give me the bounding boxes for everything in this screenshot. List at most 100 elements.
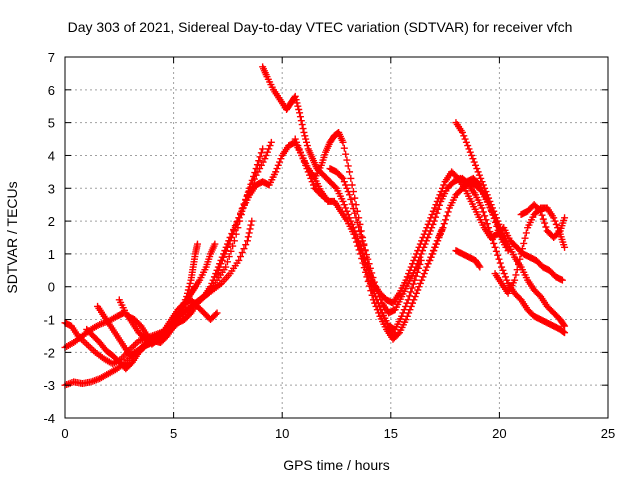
data-point [209, 276, 217, 284]
data-point [242, 241, 250, 249]
data-point [364, 266, 372, 274]
data-point [296, 148, 304, 156]
data-point [458, 128, 466, 136]
data-point [470, 158, 478, 166]
data-point [344, 188, 352, 196]
data-point [357, 232, 365, 240]
data-point [360, 254, 368, 262]
data-point [262, 151, 270, 159]
data-point [539, 215, 547, 223]
data-point [353, 218, 361, 226]
data-point [339, 138, 347, 146]
data-point [520, 239, 528, 247]
data-point [403, 299, 411, 307]
data-point [464, 142, 472, 150]
data-point [339, 174, 347, 182]
data-point [483, 220, 491, 228]
data-point [339, 197, 347, 205]
data-point [402, 276, 410, 284]
data-point [420, 270, 428, 278]
data-point [491, 243, 499, 251]
data-point [425, 217, 433, 225]
data-point [418, 237, 426, 245]
data-point [492, 214, 500, 222]
data-point [303, 142, 311, 150]
data-point [485, 194, 493, 202]
data-point [402, 302, 410, 310]
data-point [434, 237, 442, 245]
data-point [346, 191, 354, 199]
data-point [460, 132, 468, 140]
data-point [302, 135, 310, 143]
data-point [185, 283, 193, 291]
data-point [438, 227, 446, 235]
series-arc-17 [458, 174, 569, 337]
data-point [407, 263, 415, 271]
y-tick-label: 4 [48, 148, 55, 163]
data-point [521, 234, 529, 242]
data-point [303, 138, 311, 146]
data-point [343, 184, 351, 192]
data-point [517, 250, 525, 258]
data-point [466, 148, 474, 156]
data-point [348, 200, 356, 208]
data-point [442, 216, 450, 224]
data-point [436, 191, 444, 199]
data-point [175, 310, 183, 318]
data-point [535, 206, 543, 214]
series-arc-4 [83, 138, 275, 373]
data-point [207, 283, 215, 291]
data-point [229, 242, 237, 250]
data-point [552, 220, 560, 228]
data-point [81, 339, 89, 347]
data-point [422, 266, 430, 274]
data-point [483, 191, 491, 199]
data-point [400, 306, 408, 314]
y-tick-label: -1 [43, 313, 55, 328]
data-point [512, 271, 520, 279]
data-point [352, 214, 360, 222]
data-point [340, 144, 348, 152]
data-point [235, 214, 243, 222]
data-point [420, 230, 428, 238]
x-tick-label: 5 [170, 426, 177, 441]
data-point [542, 223, 550, 231]
data-point [487, 201, 495, 209]
data-point [256, 153, 264, 161]
data-point [220, 253, 228, 261]
y-tick-label: 3 [48, 181, 55, 196]
x-tick-label: 20 [492, 426, 506, 441]
data-point [263, 148, 271, 156]
data-point [340, 178, 348, 186]
data-point [406, 266, 414, 274]
data-point [432, 201, 440, 209]
data-point [541, 219, 549, 227]
data-point [488, 204, 496, 212]
data-point [434, 205, 442, 213]
data-point [233, 220, 241, 228]
data-point [503, 276, 511, 284]
series-arc-18 [452, 247, 484, 271]
data-point [522, 229, 530, 237]
data-point [479, 208, 487, 216]
data-point [227, 234, 235, 241]
data-point [429, 250, 437, 258]
data-point [478, 204, 486, 212]
data-point [438, 184, 446, 192]
data-point [430, 247, 438, 255]
data-point [248, 217, 256, 225]
series-arc-16 [452, 119, 569, 330]
data-point [367, 273, 375, 281]
y-tick-label: 1 [48, 247, 55, 262]
data-point [416, 279, 424, 287]
data-point [500, 270, 508, 278]
data-point [416, 240, 424, 248]
data-point [429, 207, 437, 215]
series-arc-20 [517, 201, 569, 241]
data-point [298, 121, 306, 129]
data-point [424, 220, 432, 228]
data-point [550, 214, 558, 222]
data-point [498, 263, 506, 271]
series-arc-6 [115, 296, 221, 348]
data-point [561, 329, 569, 337]
